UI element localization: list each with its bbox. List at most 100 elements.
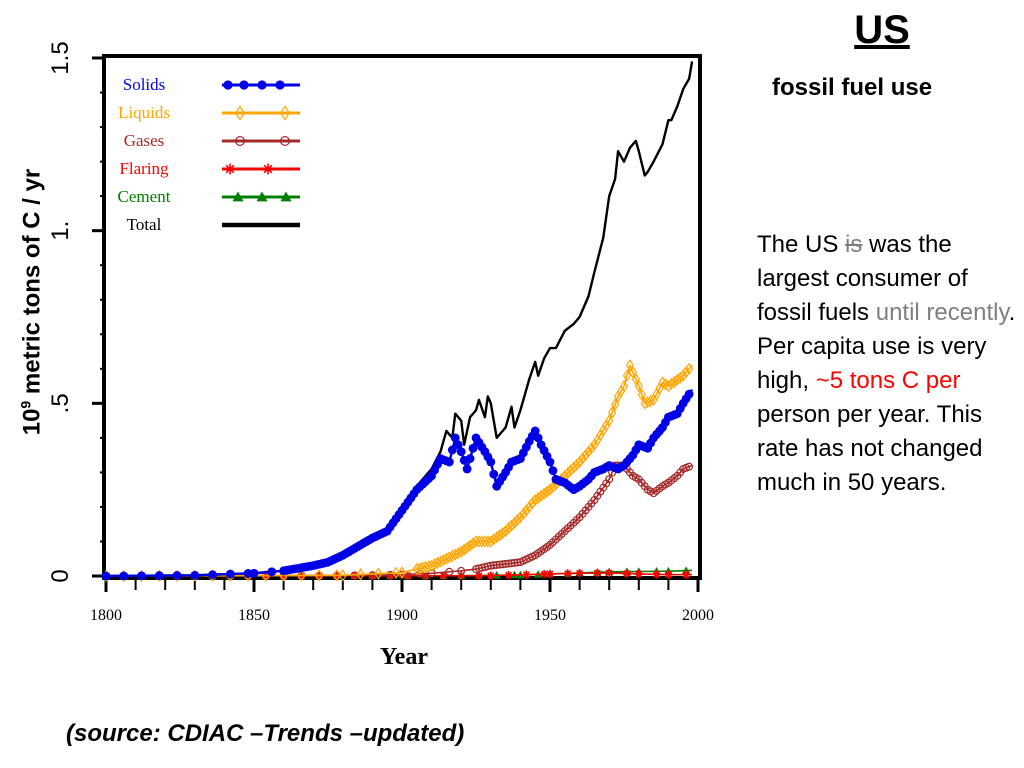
data-point (427, 559, 436, 572)
data-point (533, 433, 543, 443)
data-point (664, 379, 673, 393)
data-point (510, 516, 519, 530)
data-point (137, 571, 146, 581)
data-point (279, 105, 291, 121)
data-point (374, 567, 383, 580)
x-tick-label: 2000 (682, 607, 714, 624)
legend-label-cement: Cement (118, 187, 171, 206)
body-text-1: The US (757, 231, 846, 258)
data-point (483, 562, 492, 571)
data-point (397, 566, 407, 579)
data-point (604, 568, 614, 578)
data-point (619, 379, 629, 393)
data-point (531, 493, 540, 507)
slide-title: US (854, 8, 910, 52)
body-text-3: . Per capita use is very high, (757, 299, 1016, 394)
body-text-gray: until recently (875, 299, 1009, 326)
data-point (480, 535, 490, 548)
data-point (501, 524, 510, 538)
data-point (421, 571, 430, 580)
data-point (267, 567, 277, 577)
data-point (239, 80, 249, 90)
y-tick-label: 1.5 (47, 41, 74, 74)
data-point (457, 545, 466, 559)
data-point (566, 464, 575, 477)
data-point (486, 535, 495, 548)
data-point (436, 555, 445, 568)
x-tick-label: 1950 (534, 607, 566, 624)
data-point (498, 560, 507, 569)
series-line (105, 61, 694, 578)
data-point (536, 489, 546, 503)
data-point (575, 568, 584, 578)
data-point (492, 531, 501, 544)
data-point (439, 553, 448, 567)
data-point (262, 163, 274, 175)
data-point (610, 398, 620, 411)
y-tick-label: .5 (47, 393, 74, 413)
data-point (528, 497, 537, 510)
x-axis-label: Year (380, 644, 428, 670)
series-total (105, 61, 694, 578)
data-point (477, 563, 486, 572)
data-point (172, 571, 182, 580)
data-point (593, 568, 602, 578)
plot-frame (102, 54, 702, 580)
data-point (480, 563, 489, 572)
data-point (465, 539, 475, 552)
legend-label-liquids: Liquids (118, 103, 170, 122)
data-point (681, 570, 691, 579)
series-line (105, 388, 694, 578)
data-point (667, 377, 676, 391)
data-point (391, 566, 401, 580)
data-point (235, 136, 246, 147)
data-point (530, 426, 540, 436)
data-point (522, 504, 531, 517)
data-point (522, 570, 531, 579)
data-point (572, 458, 581, 471)
data-point (542, 485, 552, 498)
data-point (448, 549, 457, 563)
data-point (525, 500, 534, 514)
slide-subtitle: fossil fuel use (772, 74, 933, 101)
body-text-struck: is (845, 231, 863, 258)
data-point (534, 491, 543, 505)
data-point (664, 570, 673, 579)
data-point (486, 457, 496, 467)
data-point (190, 570, 200, 580)
data-point (575, 455, 584, 469)
series-liquids (101, 359, 694, 583)
data-point (489, 469, 499, 479)
data-point (445, 567, 454, 576)
data-point (471, 535, 481, 548)
data-point (456, 447, 466, 457)
data-point (563, 569, 573, 578)
data-point (456, 571, 466, 580)
data-point (519, 507, 528, 521)
series-line (105, 464, 693, 577)
data-point (646, 394, 655, 408)
data-point (504, 570, 513, 580)
data-point (507, 519, 516, 532)
data-point (634, 379, 643, 393)
legend-label-flaring: Flaring (119, 159, 169, 178)
data-point (225, 569, 235, 579)
source-note: (source: CDIAC –Trends –updated) (66, 720, 465, 747)
data-point (516, 511, 525, 524)
data-point (462, 464, 472, 474)
data-point (676, 371, 685, 384)
data-point (280, 136, 291, 147)
data-point (433, 556, 442, 570)
data-point (631, 372, 640, 386)
data-point (608, 406, 617, 419)
data-point (468, 443, 478, 453)
data-point (539, 487, 549, 500)
data-point (545, 457, 555, 467)
data-point (474, 571, 484, 580)
data-point (622, 369, 632, 382)
data-point (477, 535, 487, 548)
y-tick-label: 1. (47, 221, 74, 241)
data-point (474, 535, 484, 548)
data-point (208, 570, 217, 580)
data-point (445, 551, 454, 564)
